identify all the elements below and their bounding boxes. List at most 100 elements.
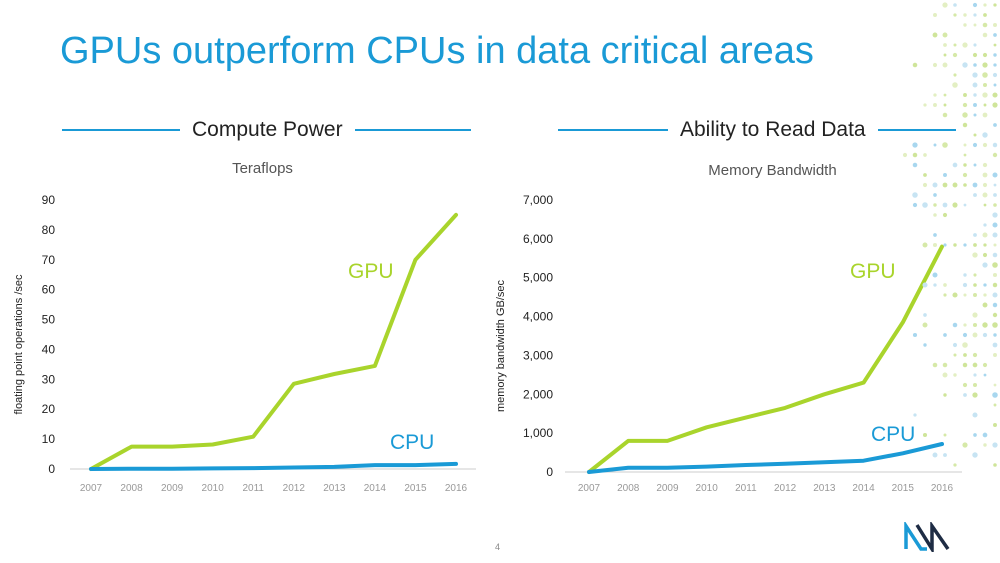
decorative-dot: [912, 202, 918, 208]
x-tick-label: 2016: [931, 483, 954, 494]
decorative-dot: [913, 413, 917, 417]
decorative-dot: [992, 142, 998, 148]
decorative-dot: [983, 203, 987, 207]
chart-2-subtitle: Memory Bandwidth: [708, 162, 837, 179]
decorative-dot: [962, 102, 968, 108]
cpu-series-label: CPU: [390, 431, 434, 454]
decorative-dot: [973, 283, 977, 287]
decorative-dot: [992, 342, 998, 348]
decorative-dot: [993, 63, 997, 67]
decorative-dot: [963, 353, 967, 357]
x-tick-label: 2011: [735, 483, 757, 494]
x-tick-label: 2013: [813, 483, 836, 494]
decorative-dot: [993, 203, 997, 207]
decorative-dot: [912, 152, 918, 158]
decorative-dot: [993, 3, 997, 7]
decorative-dot: [952, 202, 958, 208]
decorative-dot: [962, 172, 968, 178]
decorative-dot: [952, 292, 958, 298]
decorative-dot: [983, 243, 987, 247]
decorative-dot: [902, 152, 908, 158]
decorative-dot: [923, 313, 927, 317]
decorative-dot: [983, 443, 987, 447]
decorative-dot: [962, 282, 968, 288]
x-tick-label: 2008: [120, 483, 143, 494]
decorative-dot: [952, 52, 958, 58]
decorative-dot: [973, 93, 977, 97]
decorative-dot: [932, 32, 938, 38]
decorative-dot: [983, 283, 987, 287]
decorative-dot: [992, 92, 998, 98]
decorative-dot: [963, 273, 967, 277]
decorative-dot: [983, 223, 987, 227]
decorative-dot: [962, 332, 968, 338]
decorative-dot: [992, 292, 998, 298]
decorative-dot: [993, 123, 997, 127]
slide-title: GPUs outperform CPUs in data critical ar…: [60, 30, 814, 72]
decorative-dot: [963, 243, 967, 247]
decorative-dot: [972, 362, 978, 368]
decorative-dot: [922, 282, 928, 288]
decorative-dot: [992, 272, 998, 278]
decorative-dot: [953, 463, 957, 467]
decorative-dot: [973, 373, 977, 377]
decorative-dot: [963, 23, 967, 27]
decorative-dot: [933, 233, 937, 237]
decorative-dot: [972, 332, 978, 338]
decorative-dot: [963, 323, 967, 327]
decorative-dot: [933, 193, 937, 197]
decorative-dot: [982, 52, 988, 58]
decorative-dot: [963, 393, 967, 397]
decorative-dot: [943, 453, 947, 457]
decorative-dot: [972, 2, 978, 8]
decorative-dot: [922, 322, 928, 328]
decorative-dot: [972, 52, 978, 58]
decorative-dot: [912, 62, 918, 68]
x-tick-label: 2012: [283, 483, 306, 494]
decorative-dot: [993, 53, 997, 57]
decorative-dot: [953, 353, 957, 357]
decorative-dot: [912, 142, 918, 148]
decorative-dot: [952, 322, 958, 328]
decorative-dot: [953, 373, 957, 377]
decorative-dot: [952, 82, 958, 88]
decorative-dot: [933, 13, 937, 17]
x-tick-label: 2012: [774, 483, 797, 494]
x-tick-label: 2008: [617, 483, 640, 494]
decorative-dot: [982, 252, 988, 258]
decorative-dot: [912, 192, 918, 198]
decorative-dot: [972, 182, 978, 188]
y-tick-label: 4,000: [523, 310, 553, 324]
decorative-dot: [973, 103, 977, 107]
x-tick-label: 2015: [892, 483, 915, 494]
decorative-dot-pattern: [902, 2, 998, 467]
company-logo-icon: [904, 522, 950, 552]
chart-1-subtitle: Teraflops: [232, 160, 293, 177]
decorative-dot: [953, 73, 957, 77]
decorative-dot: [933, 283, 937, 287]
decorative-dot: [962, 42, 968, 48]
decorative-dot: [972, 252, 978, 258]
decorative-dot: [933, 203, 937, 207]
decorative-dot: [982, 302, 988, 308]
decorative-dot: [982, 72, 988, 78]
decorative-dot: [972, 452, 978, 458]
decorative-dot: [993, 83, 997, 87]
decorative-dot: [982, 92, 988, 98]
decorative-dot: [982, 322, 988, 328]
decorative-dot: [963, 293, 967, 297]
y-tick-label: 5,000: [523, 271, 553, 285]
cpu-series-line: [89, 461, 458, 471]
decorative-dot: [992, 172, 998, 178]
decorative-dot: [973, 433, 977, 437]
decorative-dot: [943, 393, 947, 397]
decorative-dot: [982, 362, 988, 368]
decorative-dot: [993, 43, 997, 47]
y-axis-label: memory bandwidth GB/sec: [495, 279, 507, 412]
header-rule-left: [558, 129, 668, 131]
decorative-dot: [973, 113, 977, 117]
decorative-dot: [922, 202, 928, 208]
decorative-dot: [912, 162, 918, 168]
decorative-dot: [962, 382, 968, 388]
decorative-dot: [993, 403, 997, 407]
